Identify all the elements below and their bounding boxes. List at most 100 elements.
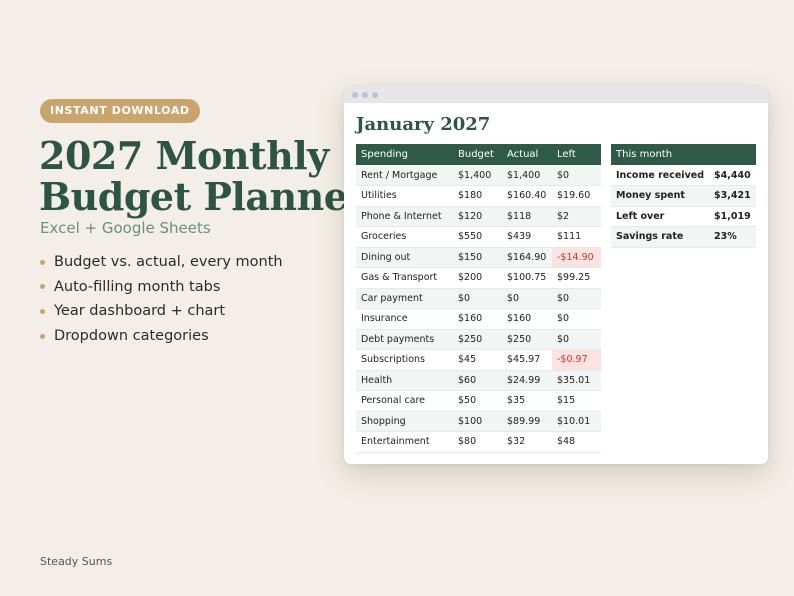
cell-left[interactable]: $111 bbox=[552, 226, 601, 248]
table-row: Gas & Transport $200 $100.75 $99.25 bbox=[356, 267, 601, 289]
cell-actual[interactable]: $118 bbox=[502, 206, 552, 227]
cell-category[interactable]: Subscriptions bbox=[356, 349, 453, 371]
table-row: Groceries $550 $439 $111 bbox=[356, 226, 601, 248]
summary-value[interactable]: 23% bbox=[709, 226, 756, 248]
table-row: Health $60 $24.99 $35.01 bbox=[356, 370, 601, 391]
cell-left[interactable]: $2 bbox=[552, 206, 601, 227]
bullet-icon bbox=[40, 333, 45, 339]
cell-actual[interactable]: $100.75 bbox=[502, 267, 552, 289]
header-actual: Actual bbox=[502, 144, 552, 165]
cell-actual[interactable]: $160 bbox=[502, 308, 552, 330]
cell-budget[interactable]: $150 bbox=[453, 247, 502, 268]
cell-left[interactable]: $48 bbox=[552, 431, 601, 453]
table-row: Utilities $180 $160.40 $19.60 bbox=[356, 185, 601, 207]
cell-budget[interactable]: $50 bbox=[453, 390, 502, 412]
header-this-month: This month bbox=[611, 144, 756, 165]
header-budget: Budget bbox=[453, 144, 502, 165]
cell-actual[interactable]: $1,400 bbox=[502, 165, 552, 186]
cell-budget[interactable]: $250 bbox=[453, 329, 502, 350]
cell-category[interactable]: Utilities bbox=[356, 185, 453, 207]
cell-budget[interactable]: $180 bbox=[453, 185, 502, 207]
window-titlebar bbox=[344, 86, 768, 103]
bullet-icon bbox=[40, 259, 45, 265]
summary-label[interactable]: Money spent bbox=[611, 185, 710, 207]
cell-category[interactable]: Groceries bbox=[356, 226, 453, 248]
summary-row: Savings rate 23% bbox=[611, 226, 756, 248]
table-row: Insurance $160 $160 $0 bbox=[356, 308, 601, 330]
cell-left[interactable]: $0 bbox=[552, 308, 601, 330]
cell-budget[interactable]: $60 bbox=[453, 370, 502, 391]
header-spending: Spending bbox=[356, 144, 453, 165]
cell-left[interactable]: $15 bbox=[552, 390, 601, 412]
window-dot-icon bbox=[372, 91, 378, 98]
summary-row: Money spent $3,421 bbox=[611, 185, 756, 207]
cell-left[interactable]: $0 bbox=[552, 288, 601, 309]
table-header-row: This month bbox=[611, 144, 756, 165]
table-header-row: Spending Budget Actual Left bbox=[356, 144, 601, 165]
cell-left[interactable]: $0 bbox=[552, 165, 601, 186]
feature-item: Dropdown categories bbox=[40, 324, 283, 349]
cell-actual[interactable]: $0 bbox=[502, 288, 552, 309]
cell-budget[interactable]: $45 bbox=[453, 349, 502, 371]
summary-value[interactable]: $1,019 bbox=[709, 206, 756, 227]
summary-value[interactable]: $3,421 bbox=[709, 185, 756, 207]
cell-category[interactable]: Debt payments bbox=[356, 329, 453, 350]
cell-left[interactable]: $10.01 bbox=[552, 411, 601, 432]
summary-row: Income received $4,440 bbox=[611, 165, 756, 186]
table-row: Personal care $50 $35 $15 bbox=[356, 390, 601, 412]
cell-actual[interactable]: $164.90 bbox=[502, 247, 552, 268]
cell-budget[interactable]: $1,400 bbox=[453, 165, 502, 186]
cell-left[interactable]: -$14.90 bbox=[552, 247, 601, 268]
table-row: Dining out $150 $164.90 -$14.90 bbox=[356, 247, 601, 268]
cell-category[interactable]: Car payment bbox=[356, 288, 453, 309]
cell-budget[interactable]: $0 bbox=[453, 288, 502, 309]
cell-category[interactable]: Dining out bbox=[356, 247, 453, 268]
cell-left[interactable]: $19.60 bbox=[552, 185, 601, 207]
bullet-icon bbox=[40, 308, 45, 314]
cell-category[interactable]: Entertainment bbox=[356, 431, 453, 453]
table-row: Phone & Internet $120 $118 $2 bbox=[356, 206, 601, 227]
title-line-2: Budget Planner bbox=[39, 174, 367, 219]
cell-budget[interactable]: $120 bbox=[453, 206, 502, 227]
cell-category[interactable]: Shopping bbox=[356, 411, 453, 432]
cell-actual[interactable]: $24.99 bbox=[502, 370, 552, 391]
cell-left[interactable]: $99.25 bbox=[552, 267, 601, 289]
cell-actual[interactable]: $250 bbox=[502, 329, 552, 350]
summary-label[interactable]: Savings rate bbox=[611, 226, 710, 248]
summary-label[interactable]: Income received bbox=[611, 165, 710, 186]
window-dot-icon bbox=[352, 91, 358, 98]
sheet-title: January 2027 bbox=[356, 114, 491, 135]
cell-budget[interactable]: $550 bbox=[453, 226, 502, 248]
cell-category[interactable]: Phone & Internet bbox=[356, 206, 453, 227]
cell-budget[interactable]: $100 bbox=[453, 411, 502, 432]
cell-actual[interactable]: $160.40 bbox=[502, 185, 552, 207]
table-row: Entertainment $80 $32 $48 bbox=[356, 431, 601, 453]
feature-item: Budget vs. actual, every month bbox=[40, 250, 283, 275]
table-row: Rent / Mortgage $1,400 $1,400 $0 bbox=[356, 165, 601, 186]
cell-category[interactable]: Gas & Transport bbox=[356, 267, 453, 289]
cell-left[interactable]: $35.01 bbox=[552, 370, 601, 391]
cell-budget[interactable]: $200 bbox=[453, 267, 502, 289]
cell-category[interactable]: Insurance bbox=[356, 308, 453, 330]
table-row: Subscriptions $45 $45.97 -$0.97 bbox=[356, 349, 601, 371]
summary-value[interactable]: $4,440 bbox=[709, 165, 756, 186]
title-line-1: 2027 Monthly bbox=[39, 133, 329, 178]
cell-category[interactable]: Rent / Mortgage bbox=[356, 165, 453, 186]
cell-actual[interactable]: $32 bbox=[502, 431, 552, 453]
summary-label[interactable]: Left over bbox=[611, 206, 710, 227]
cell-category[interactable]: Personal care bbox=[356, 390, 453, 412]
table-row: Shopping $100 $89.99 $10.01 bbox=[356, 411, 601, 432]
subtitle: Excel + Google Sheets bbox=[40, 219, 211, 237]
feature-list: Budget vs. actual, every month Auto-fill… bbox=[40, 250, 283, 348]
cell-actual[interactable]: $45.97 bbox=[502, 349, 552, 371]
cell-actual[interactable]: $89.99 bbox=[502, 411, 552, 432]
cell-budget[interactable]: $160 bbox=[453, 308, 502, 330]
cell-left[interactable]: $0 bbox=[552, 329, 601, 350]
cell-actual[interactable]: $35 bbox=[502, 390, 552, 412]
cell-actual[interactable]: $439 bbox=[502, 226, 552, 248]
feature-item: Auto-filling month tabs bbox=[40, 275, 283, 300]
cell-left[interactable]: -$0.97 bbox=[552, 349, 601, 371]
cell-category[interactable]: Health bbox=[356, 370, 453, 391]
brand-name: Steady Sums bbox=[40, 555, 113, 568]
cell-budget[interactable]: $80 bbox=[453, 431, 502, 453]
